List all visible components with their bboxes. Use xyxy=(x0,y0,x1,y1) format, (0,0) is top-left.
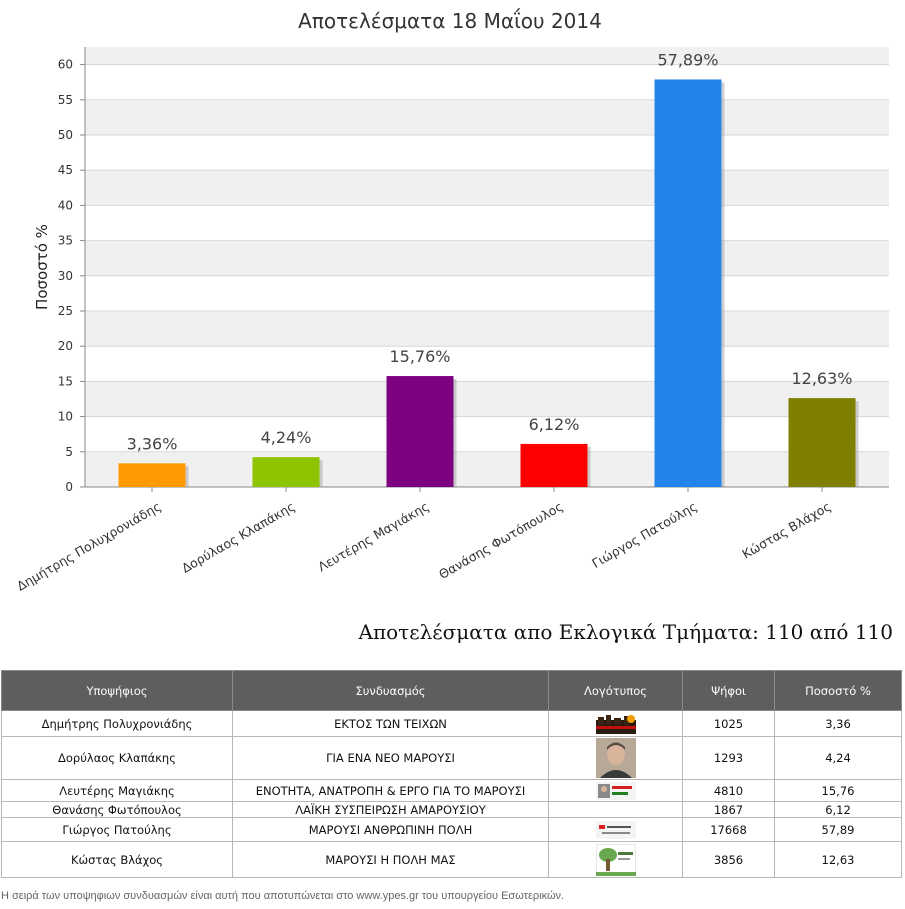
y-tick-label: 35 xyxy=(58,234,73,248)
chart-svg: 0 5 10 15 20 25 30 35 40 45 50 55 60 Αποτελέσματα 18 … xyxy=(14,9,889,594)
grid-band xyxy=(85,99,889,135)
results-title: Αποτελέσματα απο Εκλογικά Τμήματα: 110 α… xyxy=(358,620,893,644)
votes-cell: 1025 xyxy=(682,710,775,737)
percent-cell: 57,89 xyxy=(774,817,902,842)
data-label: 4,24% xyxy=(261,428,312,447)
votes-cell: 4810 xyxy=(682,779,775,802)
candidate-cell: Λευτέρης Μαγιάκης xyxy=(1,779,233,802)
votes-cell: 17668 xyxy=(682,817,775,842)
y-tick-label: 5 xyxy=(65,445,73,459)
grid-band xyxy=(85,311,889,347)
votes-cell: 3856 xyxy=(682,841,775,878)
ektos-ton-teixon-logo-icon xyxy=(595,714,636,734)
x-tick-label: Δορύλαος Κλαπάκης xyxy=(179,499,298,576)
party-cell: ΓΙΑ ΕΝΑ ΝΕΟ ΜΑΡΟΥΣΙ xyxy=(232,736,549,780)
grid-band xyxy=(85,381,889,417)
footnote: Η σειρά των υποψηφιων συνδυασμών είναι α… xyxy=(1,890,565,902)
percent-cell: 4,24 xyxy=(774,736,902,780)
votes-cell: 1293 xyxy=(682,736,775,780)
bar xyxy=(252,457,320,487)
candidate-cell: Θανάσης Φωτόπουλος xyxy=(1,801,233,818)
percent-cell: 12,63 xyxy=(774,841,902,878)
header-percent: Ποσοστό % xyxy=(774,670,902,711)
table-row: Δημήτρης Πολυχρονιάδης ΕΚΤΟΣ ΤΩΝ ΤΕΙΧΩΝ … xyxy=(1,710,902,737)
candidate-cell: Δορύλαος Κλαπάκης xyxy=(1,736,233,780)
enotita-logo-icon xyxy=(595,781,636,800)
candidate-photo-icon xyxy=(595,738,636,778)
header-votes: Ψήφοι xyxy=(682,670,775,711)
y-tick-label: 60 xyxy=(58,58,73,72)
table-row: Γιώργος Πατούλης ΜΑΡΟΥΣΙ ΑΝΘΡΩΠΙΝΗ ΠΟΛΗ … xyxy=(1,817,902,842)
table-row: Λευτέρης Μαγιάκης ΕΝΟΤΗΤΑ, ΑΝΑΤΡΟΠΗ & ΕΡ… xyxy=(1,779,902,802)
table-row: Δορύλαος Κλαπάκης ΓΙΑ ΕΝΑ ΝΕΟ ΜΑΡΟΥΣΙ 12… xyxy=(1,736,902,780)
bar-chart: 0 5 10 15 20 25 30 35 40 45 50 55 60 Αποτελέσματα 18 … xyxy=(14,9,889,594)
y-tick-label: 55 xyxy=(58,93,73,107)
logo-cell xyxy=(548,817,683,842)
y-tick-label: 40 xyxy=(58,198,73,212)
percent-cell: 3,36 xyxy=(774,710,902,737)
bar xyxy=(520,443,588,487)
percent-cell: 15,76 xyxy=(774,779,902,802)
bar xyxy=(118,463,186,487)
y-tick-label: 50 xyxy=(58,128,73,142)
party-cell: ΛΑΪΚΗ ΣΥΣΠΕΙΡΩΣΗ ΑΜΑΡΟΥΣΙΟΥ xyxy=(232,801,549,818)
marousi-anthropini-poli-logo-icon xyxy=(595,820,636,839)
logo-cell xyxy=(548,841,683,878)
chart-title: Αποτελέσματα 18 Μαΐου 2014 xyxy=(298,9,602,33)
grid-band xyxy=(85,451,889,487)
x-tick-label: Δημήτρης Πολυχρονιάδης xyxy=(14,499,163,594)
percent-cell: 6,12 xyxy=(774,801,902,818)
x-tick-label: Κώστας Βλάχος xyxy=(739,499,833,562)
x-tick-label: Θανάσης Φωτόπουλος xyxy=(436,499,565,582)
header-logo: Λογότυπος xyxy=(548,670,683,711)
y-tick-label: 30 xyxy=(58,269,73,283)
logo-cell xyxy=(548,736,683,780)
data-label: 12,63% xyxy=(791,369,852,388)
table-row: Θανάσης Φωτόπουλος ΛΑΪΚΗ ΣΥΣΠΕΙΡΩΣΗ ΑΜΑΡ… xyxy=(1,801,902,818)
header-party: Συνδυασμός xyxy=(232,670,549,711)
y-tick-label: 10 xyxy=(58,410,73,424)
data-label: 6,12% xyxy=(529,415,580,434)
logo-cell xyxy=(548,779,683,802)
table-header-row: Υποψήφιος Συνδυασμός Λογότυπος Ψήφοι Ποσ… xyxy=(1,670,902,711)
data-label: 57,89% xyxy=(657,50,718,69)
marousi-i-poli-mas-logo-icon xyxy=(595,843,636,876)
data-label: 3,36% xyxy=(127,434,178,453)
y-tick-label: 45 xyxy=(58,163,73,177)
logo-cell xyxy=(548,710,683,737)
grid-band xyxy=(85,240,889,276)
y-tick-label: 20 xyxy=(58,339,73,353)
party-cell: ΜΑΡΟΥΣΙ Η ΠΟΛΗ ΜΑΣ xyxy=(232,841,549,878)
grid-band xyxy=(85,170,889,206)
y-tick-label: 15 xyxy=(58,374,73,388)
logo-cell xyxy=(548,801,683,818)
y-axis-label: Ποσοστό % xyxy=(33,224,51,310)
header-candidate: Υποψήφιος xyxy=(1,670,233,711)
grid-band xyxy=(85,47,889,65)
y-tick-label: 25 xyxy=(58,304,73,318)
results-table: Υποψήφιος Συνδυασμός Λογότυπος Ψήφοι Ποσ… xyxy=(1,670,902,878)
x-tick-label: Γιώργος Πατούλης xyxy=(589,499,699,571)
party-cell: ΕΚΤΟΣ ΤΩΝ ΤΕΙΧΩΝ xyxy=(232,710,549,737)
bar xyxy=(788,398,856,487)
table-row: Κώστας Βλάχος ΜΑΡΟΥΣΙ Η ΠΟΛΗ ΜΑΣ 3856 12… xyxy=(1,841,902,878)
votes-cell: 1867 xyxy=(682,801,775,818)
bar xyxy=(654,79,722,487)
data-label: 15,76% xyxy=(389,347,450,366)
candidate-cell: Γιώργος Πατούλης xyxy=(1,817,233,842)
y-tick-label: 0 xyxy=(65,480,73,494)
candidate-cell: Κώστας Βλάχος xyxy=(1,841,233,878)
bar xyxy=(386,376,454,487)
x-tick-label: Λευτέρης Μαγιάκης xyxy=(315,499,431,575)
party-cell: ΕΝΟΤΗΤΑ, ΑΝΑΤΡΟΠΗ & ΕΡΓΟ ΓΙΑ ΤΟ ΜΑΡΟΥΣΙ xyxy=(232,779,549,802)
party-cell: ΜΑΡΟΥΣΙ ΑΝΘΡΩΠΙΝΗ ΠΟΛΗ xyxy=(232,817,549,842)
candidate-cell: Δημήτρης Πολυχρονιάδης xyxy=(1,710,233,737)
